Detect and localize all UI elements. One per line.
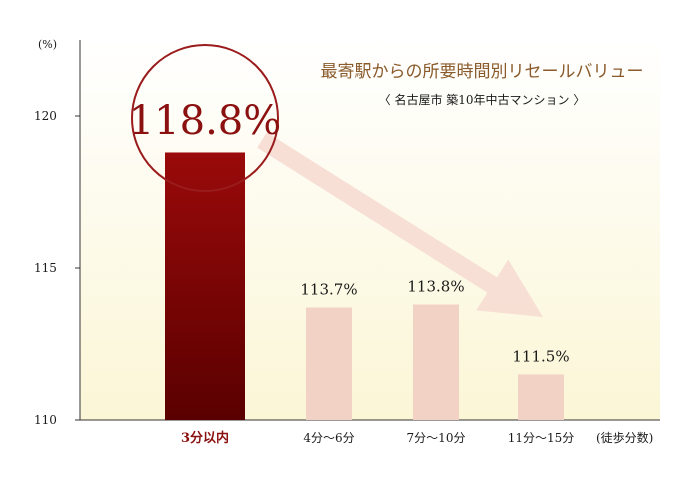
x-axis-unit-label: (徒歩分数) <box>596 430 653 445</box>
y-tick-label: 110 <box>34 413 57 427</box>
category-label-1: 3分以内 <box>181 430 229 446</box>
category-label-4: 11分〜15分 <box>508 431 575 445</box>
y-axis-unit-label: (%) <box>38 38 57 51</box>
value-label-4: 111.5% <box>512 347 569 365</box>
bar-3 <box>413 304 459 420</box>
chart-title: 最寄駅からの所要時間別リセールバリュー <box>321 62 644 82</box>
bar-4 <box>518 374 564 420</box>
highlight-circle <box>131 44 279 192</box>
value-label-2: 113.7% <box>300 281 357 299</box>
chart-subtitle: 〈 名古屋市 築10年中古マンション 〉 <box>379 92 586 107</box>
bar-1 <box>165 152 245 421</box>
bar-2 <box>306 307 352 420</box>
category-label-3: 7分〜10分 <box>407 431 466 445</box>
value-label-3: 113.8% <box>407 277 464 295</box>
value-label-1: 118.8% <box>129 98 282 144</box>
y-tick-label: 115 <box>34 261 57 275</box>
category-label-2: 4分〜6分 <box>303 431 354 445</box>
y-tick-label: 120 <box>34 109 57 123</box>
trend-arrow <box>257 132 543 317</box>
